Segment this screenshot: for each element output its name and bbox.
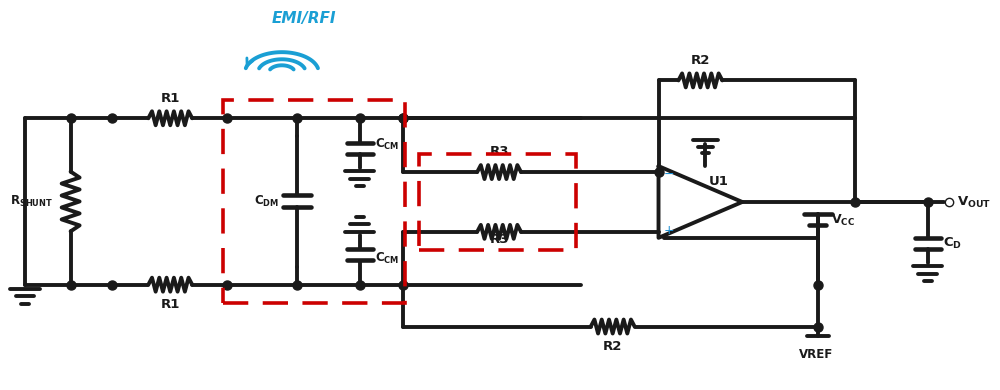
Text: $\mathbf{V_{CC}}$: $\mathbf{V_{CC}}$: [831, 213, 855, 229]
Text: $-$: $-$: [663, 167, 674, 179]
Bar: [419, 154, 576, 250]
Text: $\mathbf{C_D}$: $\mathbf{C_D}$: [943, 236, 962, 251]
Text: $\mathbf{C_{DM}}$: $\mathbf{C_{DM}}$: [254, 194, 279, 209]
Text: $\mathbf{R_{SHUNT}}$: $\mathbf{R_{SHUNT}}$: [10, 194, 53, 209]
Text: $\mathbf{C_{CM}}$: $\mathbf{C_{CM}}$: [375, 136, 399, 152]
Text: R2: R2: [691, 55, 710, 67]
Text: R2: R2: [603, 340, 622, 353]
Text: EMI/RFI: EMI/RFI: [272, 11, 336, 26]
Text: $\mathbf{V_{OUT}}$: $\mathbf{V_{OUT}}$: [957, 195, 992, 209]
Text: R3: R3: [489, 233, 509, 246]
Text: R3: R3: [489, 145, 509, 158]
Text: $\mathbf{C_{CM}}$: $\mathbf{C_{CM}}$: [375, 251, 399, 266]
Text: U1: U1: [708, 175, 728, 188]
Bar: [223, 100, 405, 303]
Text: VREF: VREF: [799, 348, 833, 362]
Text: $+$: $+$: [663, 224, 674, 238]
Text: R1: R1: [161, 92, 180, 105]
Text: R1: R1: [161, 298, 180, 310]
